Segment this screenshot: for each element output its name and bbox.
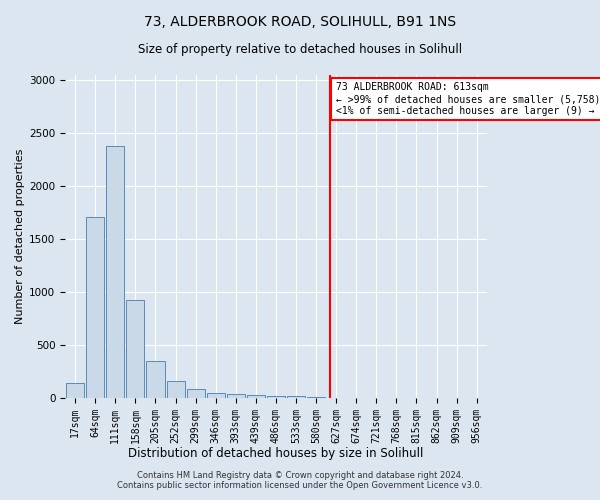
Bar xyxy=(86,217,104,398)
X-axis label: Distribution of detached houses by size in Solihull: Distribution of detached houses by size … xyxy=(128,447,424,460)
Bar xyxy=(127,300,145,398)
Y-axis label: Number of detached properties: Number of detached properties xyxy=(15,148,25,324)
Bar xyxy=(267,396,285,398)
Bar xyxy=(206,392,225,398)
Text: 73, ALDERBROOK ROAD, SOLIHULL, B91 1NS: 73, ALDERBROOK ROAD, SOLIHULL, B91 1NS xyxy=(144,15,456,29)
Bar xyxy=(146,361,164,398)
Bar xyxy=(307,396,325,398)
Text: Contains HM Land Registry data © Crown copyright and database right 2024.
Contai: Contains HM Land Registry data © Crown c… xyxy=(118,470,482,490)
Text: 73 ALDERBROOK ROAD: 613sqm
← >99% of detached houses are smaller (5,758)
<1% of : 73 ALDERBROOK ROAD: 613sqm ← >99% of det… xyxy=(336,82,600,116)
Bar xyxy=(227,394,245,398)
Bar xyxy=(247,394,265,398)
Bar xyxy=(167,382,185,398)
Bar xyxy=(187,390,205,398)
Bar xyxy=(287,396,305,398)
Bar xyxy=(106,146,124,398)
Text: Size of property relative to detached houses in Solihull: Size of property relative to detached ho… xyxy=(138,42,462,56)
Bar xyxy=(66,383,84,398)
